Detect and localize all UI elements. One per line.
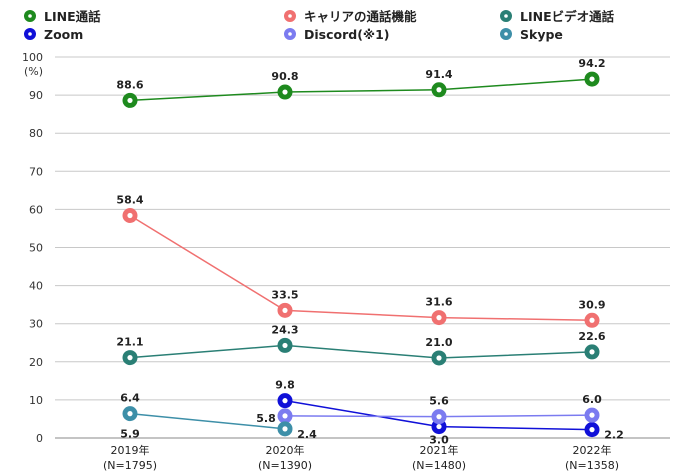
data-label: 58.4 <box>116 193 143 206</box>
x-category-n: (N=1795) <box>103 459 157 472</box>
legend-entry: LINE通話 <box>44 9 101 24</box>
x-category-n: (N=1358) <box>565 459 619 472</box>
data-point-center <box>589 427 595 433</box>
data-point-center <box>282 426 288 432</box>
data-label: 22.6 <box>578 330 605 343</box>
grid-lines <box>55 56 670 439</box>
y-tick-label: 50 <box>29 242 43 255</box>
series-line-5 <box>129 412 286 430</box>
data-point-center <box>589 412 595 418</box>
legend-marker-center <box>288 32 292 36</box>
data-labels: 88.6 90.8 91.4 94.2 58.4 33.5 31.6 30.9 21.1 24.3… <box>116 57 623 446</box>
data-label: 2.2 <box>604 429 624 442</box>
data-label: 9.8 <box>275 379 295 392</box>
y-tick-label: 90 <box>29 89 43 102</box>
data-point-center <box>127 97 133 104</box>
y-tick-label: 10 <box>29 394 43 407</box>
data-label: 24.3 <box>271 323 298 336</box>
data-label: 21.0 <box>425 336 452 349</box>
legend-marker-center <box>504 14 508 18</box>
legend-entry: LINEビデオ通話 <box>520 9 615 24</box>
legend-entry: Skype <box>520 27 563 42</box>
y-tick-label: 0 <box>36 432 43 445</box>
data-label: 33.5 <box>271 288 298 301</box>
data-label: 3.0 <box>429 434 449 447</box>
legend-marker-center <box>504 32 508 36</box>
data-point-center <box>436 423 442 430</box>
legend-entry: キャリアの通話機能 <box>304 9 417 24</box>
legend-entry: Discord(※1) <box>304 27 390 42</box>
data-point-center <box>436 315 442 321</box>
data-point-center <box>127 355 133 361</box>
legend-entry: Zoom <box>44 27 83 42</box>
data-label: 90.8 <box>271 70 298 83</box>
data-point-center <box>282 307 288 313</box>
data-point-center <box>589 349 595 355</box>
x-category-n: (N=1480) <box>412 459 466 472</box>
data-point-center <box>589 76 595 82</box>
data-label: 5.8 <box>256 412 276 425</box>
series-line-2 <box>129 344 593 359</box>
series-line-0 <box>129 78 593 102</box>
data-point-center <box>589 317 595 323</box>
data-point-center <box>127 212 133 219</box>
y-tick-label: 40 <box>29 280 43 293</box>
series-line-1 <box>129 214 593 322</box>
y-tick-label: 60 <box>29 203 43 216</box>
y-tick-label: 70 <box>29 165 43 178</box>
x-category-year: 2022年 <box>573 443 612 457</box>
series-markers <box>122 71 600 438</box>
data-label: 21.1 <box>116 336 143 349</box>
data-point-center <box>282 89 288 95</box>
data-label: 5.9 <box>120 428 140 441</box>
data-label: 88.6 <box>116 78 143 91</box>
data-label: 6.4 <box>120 392 140 405</box>
x-axis: 2019年 (N=1795) 2020年 (N=1390) 2021年 (N=1480) 2… <box>103 443 619 472</box>
data-point-center <box>436 355 442 361</box>
data-point-center <box>282 398 288 404</box>
data-label: 2.4 <box>297 428 317 441</box>
legend-marker-center <box>28 32 32 36</box>
x-category-n: (N=1390) <box>258 459 312 472</box>
data-point-center <box>436 414 442 420</box>
y-axis: 0 10 20 30 40 50 60 70 80 90 100(%) <box>22 51 43 445</box>
series-lines <box>129 78 593 431</box>
data-label: 30.9 <box>578 298 605 311</box>
data-label: 5.6 <box>429 395 449 408</box>
x-category-year: 2021年 <box>420 443 459 457</box>
data-label: 91.4 <box>425 68 452 81</box>
data-point-center <box>282 342 288 349</box>
x-category-year: 2020年 <box>266 443 305 457</box>
y-tick-label: 20 <box>29 356 43 369</box>
data-label: 6.0 <box>582 393 602 406</box>
data-label: 94.2 <box>578 57 605 70</box>
y-tick-label: 80 <box>29 127 43 140</box>
data-label: 31.6 <box>425 296 452 309</box>
legend-marker-center <box>288 14 292 18</box>
y-axis-unit: (%) <box>24 65 43 78</box>
data-point-center <box>282 413 288 419</box>
y-tick-label: 100 <box>22 51 43 64</box>
data-point-center <box>436 87 442 93</box>
y-tick-label: 30 <box>29 318 43 331</box>
legend-marker-center <box>28 14 32 18</box>
x-category-year: 2019年 <box>111 443 150 457</box>
data-point-center <box>127 411 133 417</box>
legend: LINE通話 キャリアの通話機能 LINEビデオ通話 Zoom Discord(※1) S… <box>24 9 615 42</box>
